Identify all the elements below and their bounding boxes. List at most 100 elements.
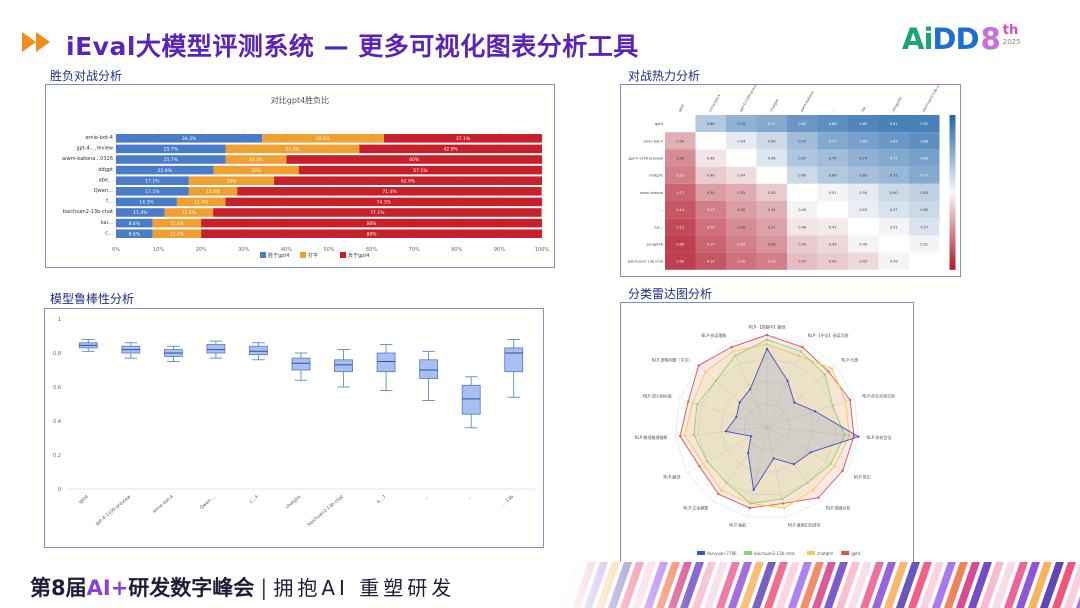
radar-point (811, 489, 815, 492)
winloss-category-label: aiwm-kakona…0326 (62, 156, 113, 162)
heatmap-cell-value: 0.77 (920, 174, 928, 178)
radar-point (833, 465, 836, 468)
radar-point (829, 462, 832, 465)
boxplot-box (291, 357, 311, 371)
winloss-legend-swatch (260, 252, 266, 258)
heatmap-cell-value: 0.40 (707, 174, 715, 178)
heatmap-cell (817, 132, 848, 150)
heatmap-cell (909, 201, 940, 219)
heatmap-cell (909, 166, 940, 184)
radar-point (782, 502, 785, 505)
winloss-data-label: 62.9% (401, 178, 416, 184)
boxplot-ytick: 1 (58, 317, 61, 323)
winloss-bar (116, 165, 214, 175)
boxplot-ytick: 0.6 (53, 385, 61, 391)
heatmap-cell-value: 0.43 (859, 260, 867, 264)
winloss-xtick: 80% (451, 247, 462, 253)
footer-decoration (560, 562, 1080, 608)
winloss-chart: 对比gpt4胜负比 0% 10% 20% 30% 40% 50% 60% 70% 80% 90% 10… (62, 95, 549, 259)
winloss-data-label: 42.9% (443, 147, 458, 153)
radar-point (717, 492, 720, 496)
radar-spoke (679, 398, 768, 428)
winloss-data-label: 57.1% (413, 168, 428, 174)
heatmap-column-label: kai… (861, 103, 869, 113)
heatmap-cell (787, 166, 818, 184)
radar-point (809, 451, 812, 454)
robustness-boxplot: 0 0.2 0.4 0.6 0.8 1 gpt4 gpt-4-1106-preview erni… (53, 317, 535, 528)
radar-point (691, 401, 694, 404)
winloss-bar (116, 208, 165, 217)
winloss-bar (188, 187, 238, 196)
radar-axis-label: NLP-【英翻中】翻译 (749, 324, 786, 330)
robustness-section-label: 模型鲁棒性分析 (50, 292, 135, 306)
radar-point (857, 435, 860, 438)
radar-point (792, 463, 796, 466)
heatmap-cell (878, 166, 909, 184)
winloss-bar (359, 144, 542, 154)
heatmap-cell-value: 0.77 (829, 139, 837, 143)
heatmap-cell-value: 0.46 (707, 157, 715, 161)
radar-spoke (766, 365, 836, 428)
heatmap-cell-value: 0.51 (890, 225, 898, 229)
radar-axis-label: NLP-抽取 (729, 521, 746, 527)
radar-point (824, 373, 827, 376)
heatmap-cell-value: 0.74 (737, 122, 746, 126)
heatmap-cell-value: 0.66 (707, 122, 715, 126)
heatmap-cell-value: 0.57 (890, 208, 898, 212)
winloss-bar (116, 187, 189, 196)
radar-point (765, 343, 769, 346)
radar-spoke (766, 426, 847, 474)
heatmap-cell (756, 115, 787, 133)
heatmap-cell-value: 0.20 (737, 260, 745, 264)
winloss-category-label: ddgpt (98, 167, 113, 173)
radar-point (817, 496, 820, 499)
winloss-data-label: 14.3% (139, 200, 154, 206)
heatmap-column-label: … (830, 107, 835, 112)
winloss-data-label: 25.7% (164, 147, 179, 153)
boxplot-ytick: 0.8 (53, 351, 61, 357)
heatmap-cell-value: 0.49 (890, 260, 898, 264)
radar-point (848, 434, 851, 437)
heatmap-cell (878, 218, 909, 236)
heatmap-cell-value: 0.57 (920, 225, 928, 229)
heatmap-cell (665, 235, 696, 253)
heatmap-cell (726, 218, 757, 236)
heatmap-cell-value: 0.09 (676, 260, 684, 264)
heatmap-cell (787, 115, 818, 133)
winloss-data-label: 11.4% (182, 210, 197, 216)
radar-legend-label: gpt4 (851, 551, 861, 556)
heatmap-cell (817, 201, 848, 219)
heatmap-cell (909, 183, 940, 201)
radar-point (793, 401, 796, 404)
heatmap-cell (848, 149, 879, 167)
winloss-bar (201, 229, 542, 238)
heatmap-row-label: baichuan2-13b-chat (628, 260, 664, 264)
heatmap-cell-value: 0.60 (920, 208, 928, 212)
winloss-xtick: 50% (323, 247, 334, 253)
winloss-bar (286, 155, 542, 164)
heatmap-cell-value: 0.37 (798, 260, 806, 264)
heatmap-cell (848, 166, 879, 184)
radar-axis-label: NLP-意图识别改写 (788, 521, 821, 527)
heatmap-cell-value: 0.67 (798, 157, 806, 161)
radar-legend-label: chatglm (817, 551, 833, 556)
heatmap-row-label: chatglm (649, 174, 664, 178)
winloss-data-label: 17.1% (145, 189, 160, 195)
heatmap-cell (817, 115, 848, 133)
radar-point (678, 435, 682, 438)
heatmap-cell (756, 132, 787, 150)
radar-point (735, 415, 738, 419)
boxplot-category-label: baichuan2-13b-chat (306, 494, 345, 528)
radar-point (814, 410, 817, 413)
winloss-bar (213, 165, 299, 175)
heatmap-column-label: sengpt4b (891, 96, 903, 113)
heatmap-cell-value: 0.74 (859, 157, 868, 161)
heatmap-cell-value: 0.34 (676, 139, 685, 143)
boxplot-category-label: gpt-4-1106-preview (94, 494, 132, 527)
radar-point (724, 430, 727, 433)
radar-point (841, 469, 844, 472)
heatmap-cell-value: 0.77 (890, 157, 898, 161)
heatmap-cell-value: 0.31 (768, 225, 776, 229)
boxplot-box (206, 344, 226, 354)
heatmap-cell-value: 0.86 (829, 122, 837, 126)
